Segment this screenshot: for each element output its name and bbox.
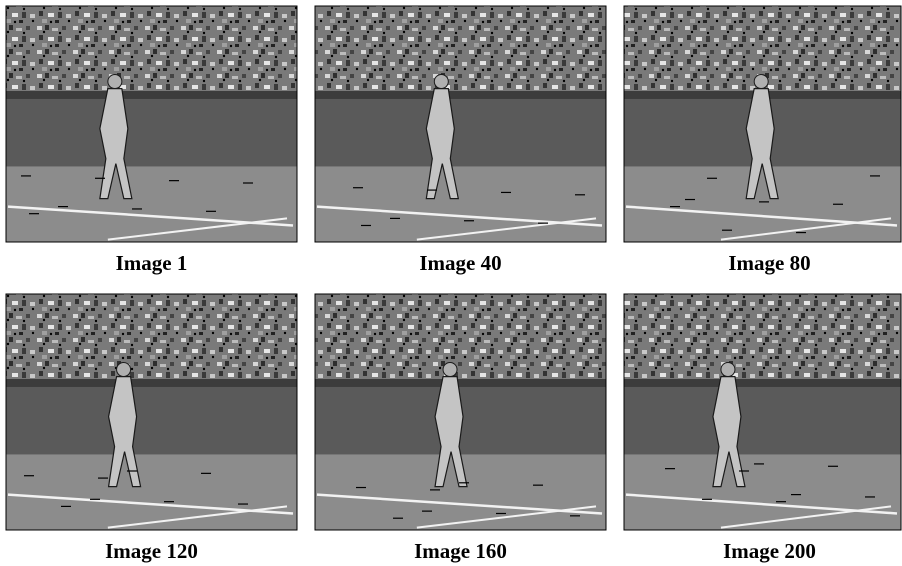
- wall: [315, 91, 606, 167]
- crowd: [315, 6, 606, 91]
- caption: Image 80: [728, 251, 810, 275]
- wall-band: [315, 91, 606, 99]
- wall-band: [624, 379, 901, 387]
- panel: [315, 6, 606, 242]
- figure: Image 1 Image 40 Image 80 Image 120 Image 16…: [0, 0, 902, 566]
- panel: [624, 6, 901, 242]
- panel: [6, 294, 297, 530]
- panel: [6, 6, 297, 242]
- court: [6, 166, 297, 242]
- wall: [6, 91, 297, 167]
- caption: Image 160: [414, 539, 507, 563]
- caption: Image 40: [419, 251, 501, 275]
- wall-band: [315, 379, 606, 387]
- wall: [6, 379, 297, 455]
- caption: Image 1: [116, 251, 188, 275]
- wall-band: [6, 91, 297, 99]
- player-head: [117, 363, 131, 377]
- crowd: [315, 294, 606, 379]
- panel: [315, 294, 606, 530]
- player-head: [434, 75, 448, 89]
- caption: Image 200: [723, 539, 816, 563]
- player-head: [443, 363, 457, 377]
- court: [6, 454, 297, 530]
- court: [315, 166, 606, 242]
- court: [624, 166, 901, 242]
- player-head: [754, 75, 768, 89]
- crowd: [6, 6, 297, 91]
- court: [624, 454, 901, 530]
- wall-band: [6, 379, 297, 387]
- player-head: [721, 363, 735, 377]
- crowd: [6, 294, 297, 379]
- wall: [624, 379, 901, 455]
- caption: Image 120: [105, 539, 198, 563]
- panel: [624, 294, 901, 530]
- player-head: [108, 75, 122, 89]
- crowd: [624, 294, 901, 379]
